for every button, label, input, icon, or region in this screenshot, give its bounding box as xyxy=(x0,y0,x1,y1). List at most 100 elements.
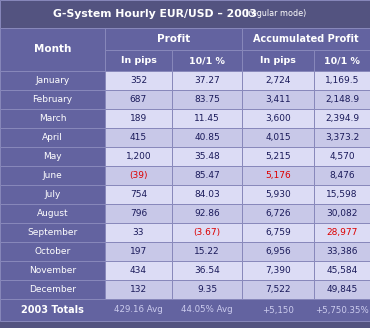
Text: Profit: Profit xyxy=(157,34,190,44)
Bar xyxy=(105,109,172,128)
Bar xyxy=(314,71,370,90)
Bar xyxy=(314,109,370,128)
Text: October: October xyxy=(34,247,71,256)
Bar xyxy=(105,147,172,166)
Bar xyxy=(172,242,242,261)
Text: 44.05% Avg: 44.05% Avg xyxy=(181,305,233,315)
Text: In pips: In pips xyxy=(260,56,296,65)
Bar xyxy=(105,90,172,109)
Text: 84.03: 84.03 xyxy=(194,190,220,199)
Text: 3,411: 3,411 xyxy=(265,95,291,104)
Bar xyxy=(242,90,314,109)
Bar xyxy=(242,128,314,147)
Text: August: August xyxy=(37,209,68,218)
Text: 2,394.9: 2,394.9 xyxy=(325,114,359,123)
Text: July: July xyxy=(44,190,61,199)
Text: March: March xyxy=(39,114,66,123)
Bar xyxy=(0,0,370,28)
Text: 1,200: 1,200 xyxy=(126,152,151,161)
Text: 49,845: 49,845 xyxy=(326,285,358,294)
Text: 2003 Totals: 2003 Totals xyxy=(21,305,84,315)
Text: December: December xyxy=(29,285,76,294)
Bar xyxy=(105,166,172,185)
Bar xyxy=(172,50,242,71)
Bar xyxy=(0,261,105,280)
Bar xyxy=(105,223,172,242)
Text: November: November xyxy=(29,266,76,275)
Text: 6,726: 6,726 xyxy=(265,209,291,218)
Text: 687: 687 xyxy=(130,95,147,104)
Bar xyxy=(172,109,242,128)
Text: 5,176: 5,176 xyxy=(265,171,291,180)
Bar xyxy=(172,204,242,223)
Text: 36.54: 36.54 xyxy=(194,266,220,275)
Bar xyxy=(172,90,242,109)
Text: 5,930: 5,930 xyxy=(265,190,291,199)
Text: 28,977: 28,977 xyxy=(326,228,358,237)
Bar xyxy=(314,185,370,204)
Bar xyxy=(0,71,105,90)
Text: 35.48: 35.48 xyxy=(194,152,220,161)
Text: 434: 434 xyxy=(130,266,147,275)
Bar xyxy=(105,28,242,50)
Text: 796: 796 xyxy=(130,209,147,218)
Bar xyxy=(242,28,370,50)
Text: 6,759: 6,759 xyxy=(265,228,291,237)
Text: 132: 132 xyxy=(130,285,147,294)
Text: 33: 33 xyxy=(133,228,144,237)
Text: 1,169.5: 1,169.5 xyxy=(325,76,359,85)
Text: G-System Hourly EUR/USD – 2003: G-System Hourly EUR/USD – 2003 xyxy=(53,9,257,19)
Bar xyxy=(105,204,172,223)
Bar xyxy=(0,147,105,166)
Bar xyxy=(172,166,242,185)
Text: 92.86: 92.86 xyxy=(194,209,220,218)
Bar xyxy=(314,128,370,147)
Text: 429.16 Avg: 429.16 Avg xyxy=(114,305,163,315)
Bar xyxy=(242,147,314,166)
Text: 352: 352 xyxy=(130,76,147,85)
Bar xyxy=(0,204,105,223)
Text: 15,598: 15,598 xyxy=(326,190,358,199)
Text: Accumulated Profit: Accumulated Profit xyxy=(253,34,359,44)
Text: June: June xyxy=(43,171,63,180)
Bar xyxy=(314,261,370,280)
Bar xyxy=(242,242,314,261)
Bar xyxy=(0,185,105,204)
Text: 2,724: 2,724 xyxy=(265,76,291,85)
Text: 11.45: 11.45 xyxy=(194,114,220,123)
Bar xyxy=(314,147,370,166)
Bar xyxy=(172,128,242,147)
Bar xyxy=(0,128,105,147)
Bar xyxy=(0,166,105,185)
Text: (regular mode): (regular mode) xyxy=(243,10,307,18)
Bar xyxy=(172,185,242,204)
Bar xyxy=(242,71,314,90)
Text: Month: Month xyxy=(34,45,71,54)
Bar xyxy=(242,204,314,223)
Bar xyxy=(314,166,370,185)
Text: +5,150: +5,150 xyxy=(262,305,294,315)
Bar xyxy=(172,261,242,280)
Bar xyxy=(105,242,172,261)
Text: 10/1 %: 10/1 % xyxy=(324,56,360,65)
Bar xyxy=(242,280,314,299)
Bar xyxy=(0,223,105,242)
Text: 7,522: 7,522 xyxy=(265,285,291,294)
Text: 6,956: 6,956 xyxy=(265,247,291,256)
Text: 83.75: 83.75 xyxy=(194,95,220,104)
Text: 85.47: 85.47 xyxy=(194,171,220,180)
Bar xyxy=(314,242,370,261)
Text: 4,570: 4,570 xyxy=(329,152,355,161)
Text: September: September xyxy=(27,228,78,237)
Bar xyxy=(105,280,172,299)
Text: 754: 754 xyxy=(130,190,147,199)
Text: 33,386: 33,386 xyxy=(326,247,358,256)
Bar xyxy=(242,50,314,71)
Text: 9.35: 9.35 xyxy=(197,285,217,294)
Text: (39): (39) xyxy=(129,171,148,180)
Text: 40.85: 40.85 xyxy=(194,133,220,142)
Bar xyxy=(0,280,105,299)
Bar xyxy=(242,261,314,280)
Text: 415: 415 xyxy=(130,133,147,142)
Text: 197: 197 xyxy=(130,247,147,256)
